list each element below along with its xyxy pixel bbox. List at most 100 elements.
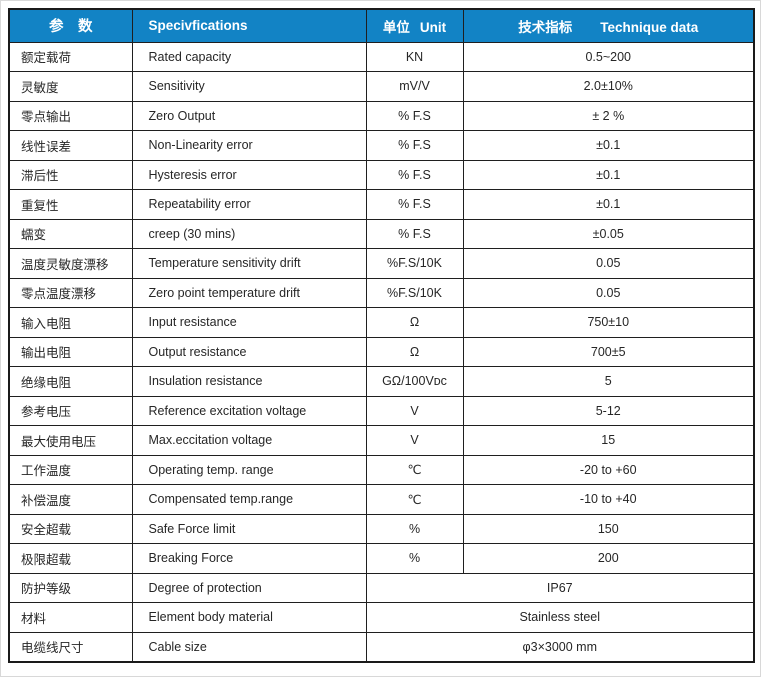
value-cell: 200	[462, 543, 755, 574]
unit-cell: % F.S	[365, 130, 464, 161]
table-row: 参考电压 Reference excitation voltage V 5-12	[8, 395, 755, 426]
spec-en: Breaking Force	[131, 543, 367, 574]
table-row: 绝缘电阻 Insulation resistance GΩ/100Vᴅᴄ 5	[8, 366, 755, 397]
param-zh: 输出电阻	[8, 336, 133, 367]
spec-en: Degree of protection	[131, 572, 367, 603]
value-cell-merged: IP67	[365, 572, 755, 603]
unit-cell: %F.S/10K	[365, 277, 464, 308]
unit-cell: % F.S	[365, 189, 464, 220]
param-zh: 最大使用电压	[8, 425, 133, 456]
param-zh: 灵敏度	[8, 71, 133, 102]
spec-en: Compensated temp.range	[131, 484, 367, 515]
header-data-zh: 技术指标	[518, 19, 573, 35]
value-cell: ±0.1	[462, 159, 755, 190]
value-cell: 0.05	[462, 248, 755, 279]
param-zh: 防护等级	[8, 572, 133, 603]
value-cell-merged: φ3×3000 mm	[365, 631, 755, 662]
spec-en: Hysteresis error	[131, 159, 367, 190]
table-row: 零点输出 Zero Output % F.S ± 2 %	[8, 100, 755, 131]
value-cell: 15	[462, 425, 755, 456]
param-zh: 额定载荷	[8, 41, 133, 72]
param-zh: 补偿温度	[8, 484, 133, 515]
header-unit-zh: 单位	[382, 19, 410, 35]
value-cell: -10 to +40	[462, 484, 755, 515]
unit-cell: % F.S	[365, 218, 464, 249]
value-cell: 150	[462, 513, 755, 544]
unit-cell: ℃	[365, 484, 464, 515]
header-parameter: 参 数	[8, 8, 133, 43]
spec-en: Element body material	[131, 602, 367, 633]
header-data-en: Technique data	[600, 19, 699, 35]
unit-cell: Ω	[365, 307, 464, 338]
unit-cell: ℃	[365, 454, 464, 485]
spec-en: Zero point temperature drift	[131, 277, 367, 308]
value-cell: 2.0±10%	[462, 71, 755, 102]
table-row: 额定载荷 Rated capacity KN 0.5~200	[8, 41, 755, 72]
param-zh: 零点温度漂移	[8, 277, 133, 308]
spec-en: Insulation resistance	[131, 366, 367, 397]
param-zh: 材料	[8, 602, 133, 633]
param-zh: 极限超载	[8, 543, 133, 574]
param-zh: 工作温度	[8, 454, 133, 485]
table-row: 重复性 Repeatability error % F.S ±0.1	[8, 189, 755, 220]
table-row: 零点温度漂移 Zero point temperature drift %F.S…	[8, 277, 755, 308]
unit-cell: %F.S/10K	[365, 248, 464, 279]
specifications-table: 参 数 Specivfications 单位 Unit 技术指标 Technique…	[8, 8, 755, 663]
table-row: 蠕变 creep (30 mins) % F.S ±0.05	[8, 218, 755, 249]
value-cell: ±0.1	[462, 130, 755, 161]
table-row: 材料 Element body material Stainless steel	[8, 602, 755, 633]
param-zh: 绝缘电阻	[8, 366, 133, 397]
table-row: 工作温度 Operating temp. range ℃ -20 to +60	[8, 454, 755, 485]
param-zh: 参考电压	[8, 395, 133, 426]
table-row: 防护等级 Degree of protection IP67	[8, 572, 755, 603]
spec-en: Non-Linearity error	[131, 130, 367, 161]
param-zh: 重复性	[8, 189, 133, 220]
param-zh: 零点输出	[8, 100, 133, 131]
value-cell: 750±10	[462, 307, 755, 338]
param-zh: 滞后性	[8, 159, 133, 190]
spec-en: Operating temp. range	[131, 454, 367, 485]
param-zh: 输入电阻	[8, 307, 133, 338]
header-technique-data: 技术指标 Technique data	[462, 8, 755, 43]
spec-en: Reference excitation voltage	[131, 395, 367, 426]
table-row: 温度灵敏度漂移 Temperature sensitivity drift %F…	[8, 248, 755, 279]
table-row: 滞后性 Hysteresis error % F.S ±0.1	[8, 159, 755, 190]
spec-en: Sensitivity	[131, 71, 367, 102]
param-zh: 温度灵敏度漂移	[8, 248, 133, 279]
value-cell: 700±5	[462, 336, 755, 367]
value-cell: 0.5~200	[462, 41, 755, 72]
param-zh: 线性误差	[8, 130, 133, 161]
value-cell-merged: Stainless steel	[365, 602, 755, 633]
unit-cell: GΩ/100Vᴅᴄ	[365, 366, 464, 397]
param-zh: 电缆线尺寸	[8, 631, 133, 662]
value-cell: -20 to +60	[462, 454, 755, 485]
header-unit: 单位 Unit	[365, 8, 464, 43]
table-row: 输出电阻 Output resistance Ω 700±5	[8, 336, 755, 367]
value-cell: ± 2 %	[462, 100, 755, 131]
table-row: 线性误差 Non-Linearity error % F.S ±0.1	[8, 130, 755, 161]
unit-cell: V	[365, 395, 464, 426]
spec-en: Cable size	[131, 631, 367, 662]
table-row: 补偿温度 Compensated temp.range ℃ -10 to +40	[8, 484, 755, 515]
table-row: 极限超载 Breaking Force % 200	[8, 543, 755, 574]
spec-en: Safe Force limit	[131, 513, 367, 544]
header-unit-en: Unit	[419, 19, 447, 35]
unit-cell: %	[365, 513, 464, 544]
spec-en: Zero Output	[131, 100, 367, 131]
spec-en: Rated capacity	[131, 41, 367, 72]
value-cell: 5	[462, 366, 755, 397]
spec-en: creep (30 mins)	[131, 218, 367, 249]
unit-cell: mV/V	[365, 71, 464, 102]
unit-cell: Ω	[365, 336, 464, 367]
table-row: 安全超载 Safe Force limit % 150	[8, 513, 755, 544]
unit-cell: %	[365, 543, 464, 574]
unit-cell: % F.S	[365, 100, 464, 131]
table-row: 灵敏度 Sensitivity mV/V 2.0±10%	[8, 71, 755, 102]
unit-cell: % F.S	[365, 159, 464, 190]
param-zh: 安全超载	[8, 513, 133, 544]
param-zh: 蠕变	[8, 218, 133, 249]
spec-en: Temperature sensitivity drift	[131, 248, 367, 279]
unit-cell: KN	[365, 41, 464, 72]
table-row: 输入电阻 Input resistance Ω 750±10	[8, 307, 755, 338]
